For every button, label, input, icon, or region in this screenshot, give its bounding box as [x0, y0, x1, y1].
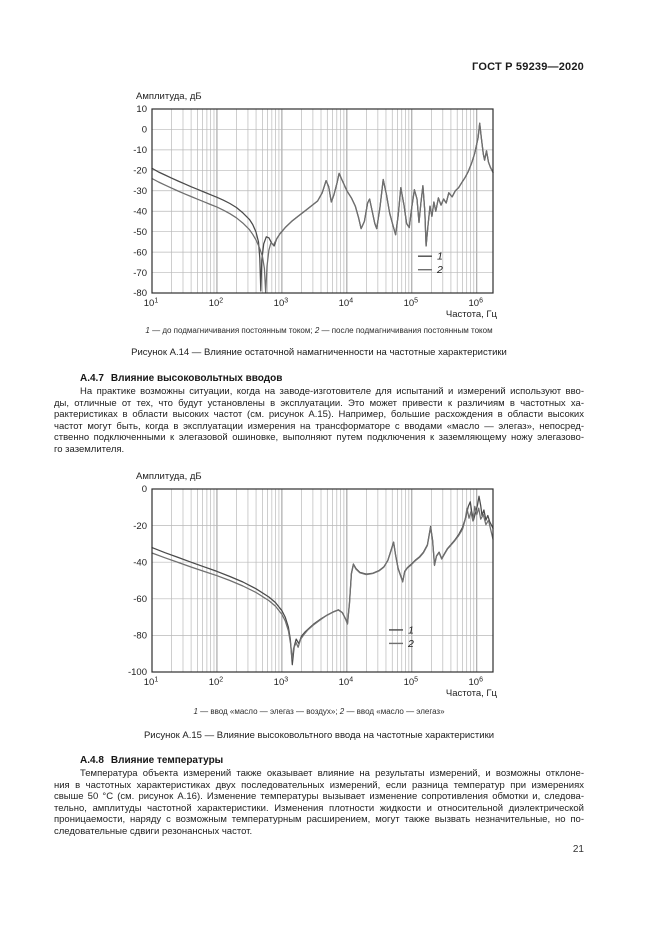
legend-series-label: 1: [437, 251, 443, 263]
note-a14-number-1: 1: [145, 326, 150, 335]
svg-text:-60: -60: [133, 247, 147, 258]
figure-a15-caption: Рисунок А.15 — Влияние высоковольтного в…: [143, 730, 495, 741]
curve-2: [151, 122, 494, 294]
x-axis-title: Частота, Гц: [446, 688, 498, 699]
paragraph-line: Температура объекта измерений также оказ…: [80, 768, 584, 779]
grid-horizontal-lines: [152, 525, 493, 636]
note-a15-number-1: 1: [193, 707, 198, 716]
plot-frame: [151, 108, 494, 294]
svg-text:102: 102: [209, 298, 224, 310]
svg-text:-50: -50: [133, 227, 147, 238]
note-a14-text-1: — до подмагничивания постоянным током;: [149, 326, 315, 335]
y-axis-tick-labels: 0 -20 -40 -60 -80 -100: [128, 484, 147, 678]
figure-a14-legend-note: 1 — до подмагничивания постоянным током;…: [54, 326, 584, 335]
plot-frame: [151, 488, 494, 673]
chart-legend: 12: [388, 624, 414, 650]
svg-text:-80: -80: [133, 288, 147, 299]
svg-text:102: 102: [209, 677, 224, 689]
chart-legend: 12: [417, 251, 443, 276]
x-axis-tick-labels: 101 102 103 104 105 106: [144, 677, 483, 689]
section-a48-title: Влияние температуры: [110, 755, 224, 766]
svg-text:0: 0: [142, 484, 147, 495]
curve-1: [151, 495, 494, 666]
x-axis-title: Частота, Гц: [446, 309, 498, 320]
paragraph-line: ды, отличные от тех, что будут установле…: [54, 397, 584, 409]
note-a14-text-2: — после подмагничивания постоянным током: [319, 326, 493, 335]
y-axis-title: Амплитуда, дБ: [136, 471, 202, 482]
section-a48-heading: А.4.8 Влияние температуры: [80, 755, 223, 766]
paragraph-line: На практике возможны ситуации, когда на …: [80, 386, 584, 397]
svg-text:-40: -40: [133, 206, 147, 217]
svg-text:-40: -40: [133, 557, 147, 568]
figure-a14-caption: Рисунок А.14 — Влияние остаточной намагн…: [131, 347, 507, 358]
paragraph-line: следовательные сдвиги резонансных частот…: [54, 825, 253, 837]
paragraph-line: го заземлителя.: [54, 443, 125, 455]
section-a47-title: Влияние высоковольтных вводов: [110, 373, 283, 384]
note-a15-text-2: — ввод «масло — элегаз»: [344, 707, 445, 716]
svg-text:-20: -20: [133, 166, 147, 177]
svg-text:-10: -10: [133, 145, 147, 156]
svg-text:105: 105: [404, 298, 419, 310]
y-axis-tick-labels: 10 0 -10 -20 -30 -40 -50 -60 -70 -80: [133, 104, 147, 299]
document-header-title: ГОСТ Р 59239—2020: [472, 61, 584, 73]
legend-series-label: 1: [408, 624, 414, 636]
section-a47-number: А.4.7: [80, 373, 104, 384]
svg-text:10: 10: [136, 104, 147, 115]
svg-text:106: 106: [469, 298, 484, 310]
svg-text:-80: -80: [133, 631, 147, 642]
section-a48-paragraph: Температура объекта измерений также оказ…: [54, 768, 584, 837]
note-a15-number-2: 2: [339, 707, 345, 716]
figure-a15-legend-note: 1 — ввод «масло — элегаз — воздух»; 2 — …: [54, 707, 584, 716]
svg-text:-70: -70: [133, 268, 147, 279]
legend-series-label: 2: [407, 638, 414, 650]
legend-series-label: 2: [436, 264, 443, 276]
note-a15-text-1: — ввод «масло — элегаз — воздух»;: [197, 707, 340, 716]
svg-text:101: 101: [144, 677, 159, 689]
svg-text:106: 106: [469, 677, 484, 689]
svg-text:0: 0: [142, 125, 147, 136]
section-a47-paragraph: На практике возможны ситуации, когда на …: [54, 386, 584, 455]
y-axis-title: Амплитуда, дБ: [136, 91, 202, 102]
svg-text:-20: -20: [133, 521, 147, 532]
svg-text:105: 105: [404, 677, 419, 689]
svg-text:-30: -30: [133, 186, 147, 197]
svg-text:104: 104: [339, 677, 354, 689]
page-number: 21: [572, 844, 584, 855]
grid-major-lines: [216, 489, 478, 672]
paragraph-line: свыше 50 °С (см. рисунок А.16). Изменени…: [54, 791, 584, 803]
paragraph-line: ственно подключенными к элегазовой ошино…: [54, 432, 584, 444]
grid-horizontal-lines: [152, 129, 493, 273]
paragraph-line: тельно, амплитуды частотной характеристи…: [54, 802, 584, 814]
x-axis-tick-labels: 101 102 103 104 105 106: [144, 298, 483, 310]
paragraph-line: частот могут быть, когда в эксплуатации …: [54, 420, 584, 432]
svg-text:103: 103: [274, 298, 289, 310]
note-a14-number-2: 2: [314, 326, 320, 335]
svg-text:-60: -60: [133, 594, 147, 605]
paragraph-line: ния в частотных характеристиках двух пос…: [54, 779, 584, 791]
curve-2: [151, 505, 494, 660]
svg-text:103: 103: [274, 677, 289, 689]
svg-text:-100: -100: [128, 667, 147, 678]
grid-minor-lines: [171, 109, 475, 293]
paragraph-line: проницаемости, наряду с возможным темпер…: [54, 814, 584, 826]
svg-text:101: 101: [144, 298, 159, 310]
grid-minor-lines: [171, 489, 475, 672]
section-a47-heading: А.4.7 Влияние высоковольтных вводов: [80, 373, 282, 384]
grid-major-lines: [216, 109, 478, 293]
svg-text:104: 104: [339, 298, 354, 310]
section-a48-number: А.4.8: [80, 755, 104, 766]
paragraph-line: рактеристиках в области высоких частот (…: [54, 409, 584, 421]
